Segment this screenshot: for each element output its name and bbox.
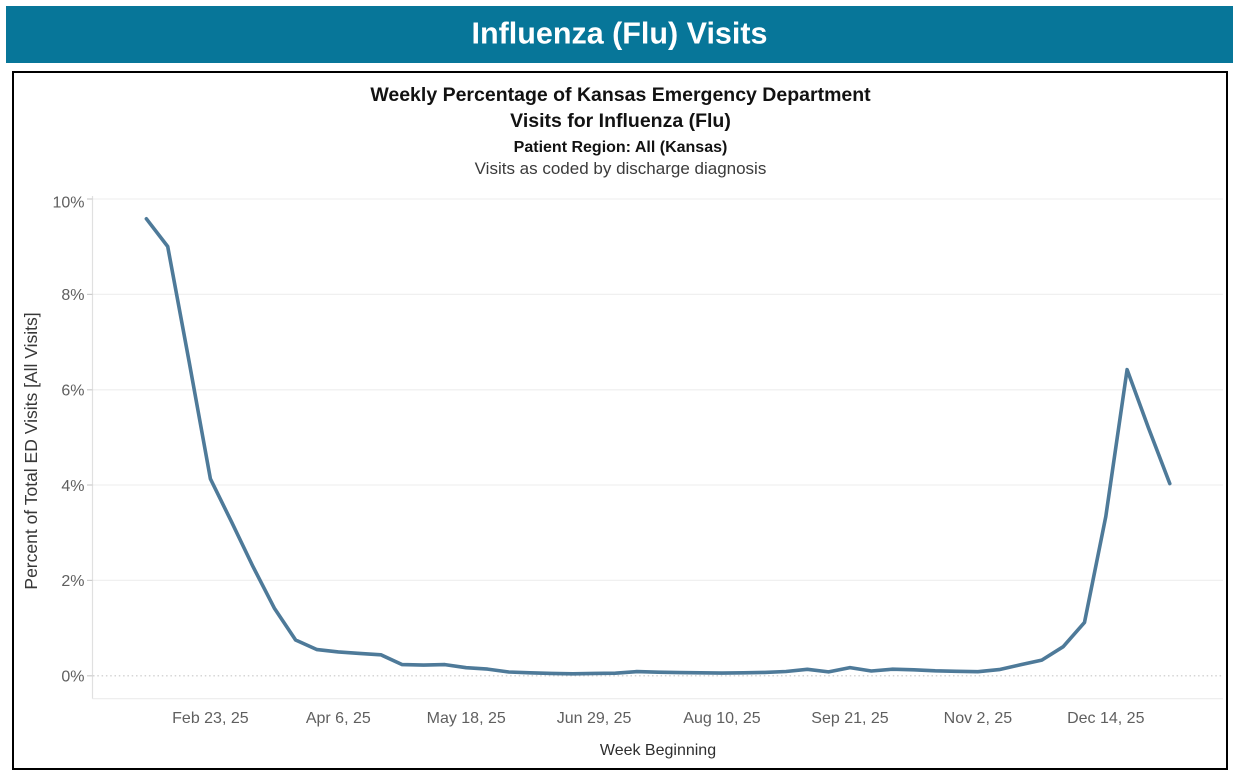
svg-text:Aug 10, 25: Aug 10, 25 — [683, 710, 761, 727]
svg-text:6%: 6% — [61, 383, 84, 400]
svg-text:May 18, 25: May 18, 25 — [427, 710, 506, 727]
svg-text:2%: 2% — [61, 573, 84, 590]
svg-text:0%: 0% — [61, 669, 84, 686]
svg-text:Apr 6, 25: Apr 6, 25 — [306, 710, 371, 727]
svg-text:Nov 2, 25: Nov 2, 25 — [944, 710, 1013, 727]
svg-text:Feb 23, 25: Feb 23, 25 — [172, 710, 249, 727]
svg-text:Jun 29, 25: Jun 29, 25 — [557, 710, 632, 727]
svg-text:Dec 14, 25: Dec 14, 25 — [1067, 710, 1144, 727]
svg-text:10%: 10% — [52, 195, 84, 212]
svg-text:Week Beginning: Week Beginning — [600, 742, 716, 759]
svg-text:Percent of Total ED Visits [Al: Percent of Total ED Visits [All Visits] — [21, 312, 41, 589]
svg-text:8%: 8% — [61, 287, 84, 304]
svg-text:4%: 4% — [61, 478, 84, 495]
svg-text:Sep 21, 25: Sep 21, 25 — [811, 710, 889, 727]
